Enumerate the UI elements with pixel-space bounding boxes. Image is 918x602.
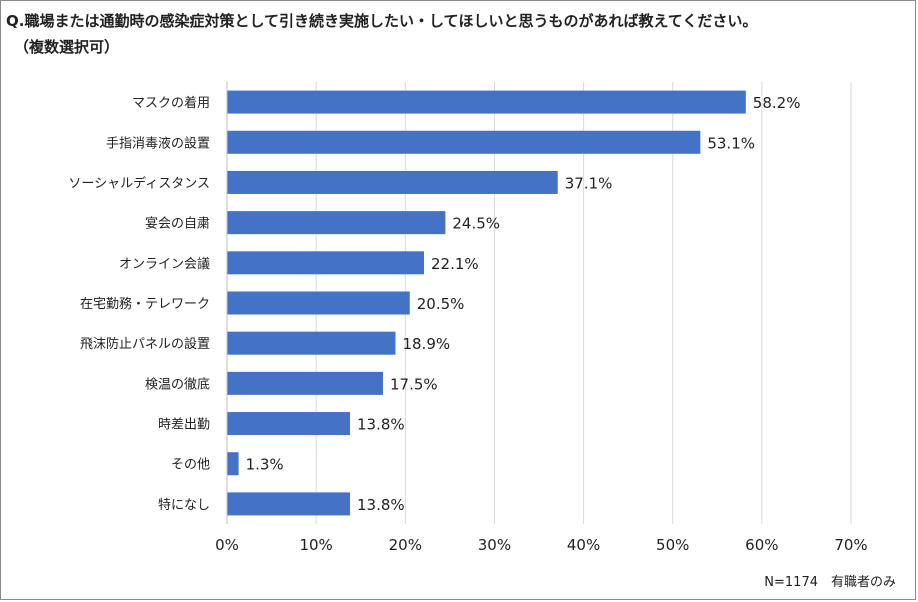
category-label: マスクの着用 [132,95,210,111]
category-label: 手指消毒液の設置 [106,135,210,151]
category-label: 宴会の自粛 [145,216,210,232]
value-label: 58.2% [753,94,801,112]
question-subtitle: （複数選択可） [14,38,120,56]
category-label: 在宅勤務・テレワーク [80,297,210,312]
x-tick-label: 20% [389,536,422,554]
x-tick-label: 0% [215,536,239,554]
value-label: 13.8% [357,496,405,514]
value-label: 18.9% [402,335,450,353]
bar [227,492,351,516]
category-label: その他 [171,458,210,473]
value-label: 13.8% [357,416,405,434]
x-tick-label: 60% [745,536,778,554]
value-label: 53.1% [707,134,755,152]
value-label: 17.5% [390,375,438,393]
x-tick-label: 50% [656,536,689,554]
x-tick-label: 70% [834,536,867,554]
bar [227,90,746,114]
category-label: 特になし [158,498,210,513]
category-label: オンライン会議 [119,257,210,272]
bar [227,170,558,194]
bar [227,211,446,235]
value-label: 37.1% [565,174,613,192]
value-label: 1.3% [246,456,284,474]
bar [227,251,425,275]
question-title: Q.職場または通勤時の感染症対策として引き続き実施したい・してほしいと思うものが… [6,12,758,30]
category-label: 検温の徹底 [145,376,210,392]
bar [227,452,239,476]
x-tick-label: 30% [478,536,511,554]
value-label: 22.1% [431,255,479,273]
category-label: 飛沫防止パネルの設置 [80,336,210,352]
category-label: 時差出勤 [158,418,210,433]
bar [227,331,396,355]
x-tick-label: 10% [299,536,332,554]
value-label: 20.5% [417,295,465,313]
bar [227,291,410,315]
category-label: ソーシャルディスタンス [68,175,210,191]
x-tick-label: 40% [567,536,600,554]
value-label: 24.5% [452,215,500,233]
bar [227,371,383,395]
bar [227,412,351,436]
sample-note: N=1174 有職者のみ [764,575,896,590]
bar [227,130,701,154]
